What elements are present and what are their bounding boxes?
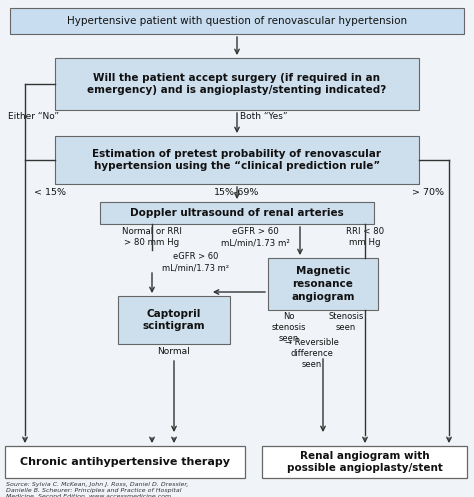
FancyBboxPatch shape — [55, 58, 419, 110]
FancyBboxPatch shape — [268, 258, 378, 310]
Text: → Reversible
difference
seen: → Reversible difference seen — [285, 338, 339, 369]
Text: eGFR > 60
mL/min/1.73 m²: eGFR > 60 mL/min/1.73 m² — [162, 252, 229, 272]
FancyBboxPatch shape — [5, 446, 245, 478]
Text: Doppler ultrasound of renal arteries: Doppler ultrasound of renal arteries — [130, 208, 344, 218]
FancyBboxPatch shape — [262, 446, 467, 478]
Text: No
stenosis
seen: No stenosis seen — [272, 312, 306, 343]
Text: Both “Yes”: Both “Yes” — [240, 112, 288, 121]
Text: Captopril
scintigram: Captopril scintigram — [143, 309, 205, 331]
Text: > 70%: > 70% — [412, 188, 444, 197]
Text: Stenosis
seen: Stenosis seen — [328, 312, 364, 332]
Text: Normal: Normal — [158, 347, 191, 356]
Text: Either “No”: Either “No” — [8, 112, 59, 121]
Text: 15%-69%: 15%-69% — [214, 188, 260, 197]
Text: RRI < 80
mm Hg: RRI < 80 mm Hg — [346, 227, 384, 247]
Text: < 15%: < 15% — [34, 188, 66, 197]
Text: Hypertensive patient with question of renovascular hypertension: Hypertensive patient with question of re… — [67, 16, 407, 26]
Text: Normal or RRI
> 80 mm Hg: Normal or RRI > 80 mm Hg — [122, 227, 182, 247]
FancyBboxPatch shape — [100, 202, 374, 224]
Text: eGFR > 60
mL/min/1.73 m²: eGFR > 60 mL/min/1.73 m² — [220, 227, 290, 247]
Text: Renal angiogram with
possible angioplasty/stent: Renal angiogram with possible angioplast… — [287, 451, 442, 474]
Text: Source: Sylvia C. McKean, John J. Ross, Daniel D. Dressler,
Danielle B. Scheurer: Source: Sylvia C. McKean, John J. Ross, … — [6, 482, 188, 497]
FancyBboxPatch shape — [10, 8, 464, 34]
Text: Chronic antihypertensive therapy: Chronic antihypertensive therapy — [20, 457, 230, 467]
FancyBboxPatch shape — [55, 136, 419, 184]
FancyBboxPatch shape — [118, 296, 230, 344]
Text: Estimation of pretest probability of renovascular
hypertension using the “clinic: Estimation of pretest probability of ren… — [92, 149, 382, 171]
Text: Magnetic
resonance
angiogram: Magnetic resonance angiogram — [291, 266, 355, 302]
Text: Will the patient accept surgery (if required in an
emergency) and is angioplasty: Will the patient accept surgery (if requ… — [87, 73, 387, 95]
